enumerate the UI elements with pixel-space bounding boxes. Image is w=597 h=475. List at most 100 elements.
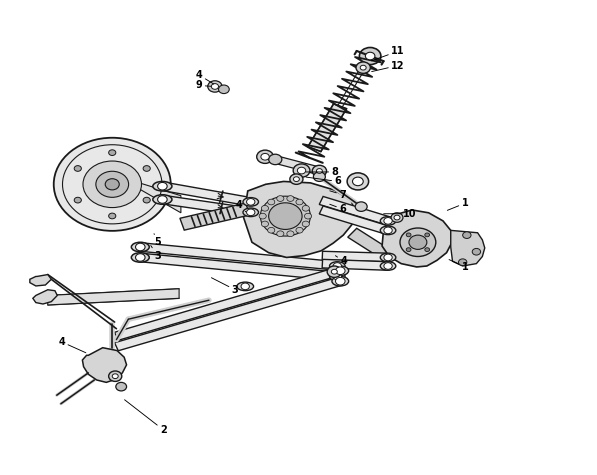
- Circle shape: [219, 85, 229, 94]
- Ellipse shape: [332, 276, 349, 286]
- Circle shape: [112, 374, 118, 379]
- Circle shape: [277, 231, 284, 237]
- Circle shape: [333, 273, 341, 280]
- Circle shape: [269, 154, 282, 165]
- Polygon shape: [348, 228, 392, 260]
- Ellipse shape: [131, 242, 149, 252]
- Circle shape: [394, 215, 400, 220]
- Circle shape: [347, 173, 368, 190]
- Circle shape: [312, 165, 327, 177]
- Circle shape: [296, 228, 303, 233]
- Circle shape: [296, 199, 303, 205]
- Text: 5: 5: [154, 234, 161, 247]
- Circle shape: [293, 177, 299, 181]
- Circle shape: [297, 167, 306, 174]
- Text: 10: 10: [384, 209, 417, 219]
- Circle shape: [355, 202, 367, 211]
- Circle shape: [158, 196, 167, 203]
- Circle shape: [267, 199, 275, 205]
- Circle shape: [293, 164, 310, 177]
- Circle shape: [136, 254, 145, 261]
- Circle shape: [247, 199, 255, 205]
- Polygon shape: [136, 182, 181, 213]
- Circle shape: [277, 196, 284, 201]
- Circle shape: [384, 263, 392, 269]
- Polygon shape: [451, 230, 485, 266]
- Circle shape: [336, 277, 345, 285]
- Circle shape: [302, 221, 309, 227]
- Circle shape: [105, 179, 119, 190]
- Polygon shape: [161, 195, 252, 217]
- Polygon shape: [322, 251, 388, 262]
- Circle shape: [287, 196, 294, 201]
- Circle shape: [269, 203, 302, 229]
- Circle shape: [143, 197, 150, 203]
- Circle shape: [257, 150, 273, 163]
- Polygon shape: [161, 182, 252, 206]
- Text: 8: 8: [306, 167, 338, 177]
- Ellipse shape: [243, 208, 259, 217]
- Polygon shape: [140, 253, 338, 281]
- Circle shape: [261, 206, 269, 211]
- Text: 4: 4: [336, 256, 347, 266]
- Circle shape: [472, 248, 481, 255]
- Circle shape: [116, 382, 127, 391]
- Circle shape: [208, 81, 222, 92]
- Circle shape: [259, 213, 266, 219]
- Circle shape: [333, 263, 341, 269]
- Polygon shape: [244, 181, 355, 257]
- Text: 3: 3: [211, 278, 238, 295]
- Circle shape: [109, 150, 116, 155]
- Text: 1: 1: [447, 198, 468, 210]
- Circle shape: [400, 228, 436, 256]
- Circle shape: [261, 153, 269, 160]
- Circle shape: [158, 182, 167, 190]
- Ellipse shape: [380, 217, 396, 225]
- Circle shape: [384, 254, 392, 261]
- Polygon shape: [180, 203, 250, 230]
- Polygon shape: [322, 259, 388, 270]
- Text: 1: 1: [449, 259, 468, 272]
- Text: 4: 4: [236, 200, 246, 212]
- Circle shape: [406, 248, 411, 252]
- Circle shape: [247, 209, 255, 216]
- Circle shape: [406, 233, 411, 237]
- Circle shape: [83, 161, 141, 208]
- Circle shape: [365, 52, 375, 60]
- Circle shape: [109, 213, 116, 219]
- Circle shape: [425, 248, 430, 252]
- Circle shape: [352, 177, 363, 186]
- Ellipse shape: [153, 181, 172, 191]
- Text: 7: 7: [330, 190, 346, 200]
- Ellipse shape: [330, 272, 345, 281]
- Circle shape: [143, 166, 150, 171]
- Circle shape: [109, 371, 122, 381]
- Circle shape: [463, 232, 471, 238]
- Circle shape: [267, 228, 275, 233]
- Text: 6: 6: [306, 176, 341, 187]
- Ellipse shape: [237, 282, 254, 291]
- Circle shape: [211, 84, 219, 89]
- Circle shape: [74, 166, 81, 171]
- Polygon shape: [115, 277, 342, 351]
- Polygon shape: [48, 289, 179, 305]
- Circle shape: [316, 169, 322, 173]
- Text: 4: 4: [59, 337, 86, 353]
- Circle shape: [96, 171, 128, 197]
- Text: 4: 4: [196, 70, 214, 84]
- Polygon shape: [382, 210, 453, 267]
- Circle shape: [241, 283, 250, 290]
- Text: 12: 12: [372, 60, 405, 72]
- Circle shape: [302, 206, 309, 211]
- Circle shape: [136, 243, 145, 251]
- Ellipse shape: [380, 262, 396, 270]
- Circle shape: [287, 231, 294, 237]
- Polygon shape: [82, 348, 127, 382]
- Polygon shape: [30, 275, 51, 286]
- Text: 3: 3: [151, 246, 161, 261]
- Polygon shape: [140, 243, 338, 270]
- Circle shape: [391, 213, 403, 222]
- Text: 2: 2: [125, 400, 167, 435]
- Polygon shape: [263, 153, 321, 175]
- Circle shape: [458, 259, 467, 266]
